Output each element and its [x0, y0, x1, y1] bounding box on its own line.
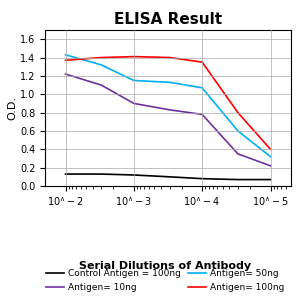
Antigen= 50ng	[132, 79, 136, 82]
Antigen= 100ng	[99, 56, 103, 59]
Antigen= 10ng	[132, 102, 136, 105]
Antigen= 10ng	[168, 108, 171, 112]
Antigen= 100ng	[269, 148, 272, 151]
Antigen= 50ng	[99, 63, 103, 67]
Line: Antigen= 10ng: Antigen= 10ng	[65, 74, 271, 166]
Antigen= 50ng	[200, 86, 204, 90]
Control Antigen = 100ng	[236, 178, 240, 181]
Antigen= 100ng	[64, 58, 67, 62]
Antigen= 50ng	[168, 80, 171, 84]
Antigen= 100ng	[132, 55, 136, 58]
Line: Control Antigen = 100ng: Control Antigen = 100ng	[65, 174, 271, 180]
Control Antigen = 100ng	[168, 175, 171, 178]
Antigen= 50ng	[236, 129, 240, 133]
Y-axis label: O.D.: O.D.	[7, 96, 17, 120]
Antigen= 100ng	[168, 56, 171, 59]
Antigen= 100ng	[200, 60, 204, 64]
Legend: Control Antigen = 100ng, Antigen= 10ng, Antigen= 50ng, Antigen= 100ng: Control Antigen = 100ng, Antigen= 10ng, …	[43, 266, 287, 296]
Control Antigen = 100ng	[99, 172, 103, 176]
Line: Antigen= 100ng: Antigen= 100ng	[65, 57, 271, 149]
Antigen= 50ng	[64, 53, 67, 57]
Antigen= 50ng	[269, 155, 272, 158]
Antigen= 10ng	[200, 112, 204, 116]
Antigen= 10ng	[236, 152, 240, 156]
Line: Antigen= 50ng: Antigen= 50ng	[65, 55, 271, 157]
Control Antigen = 100ng	[64, 172, 67, 176]
Antigen= 10ng	[269, 164, 272, 168]
Antigen= 10ng	[99, 83, 103, 87]
Title: ELISA Result: ELISA Result	[114, 12, 222, 27]
Text: Serial Dilutions of Antibody: Serial Dilutions of Antibody	[79, 261, 251, 271]
Antigen= 10ng	[64, 72, 67, 76]
Control Antigen = 100ng	[200, 177, 204, 181]
Control Antigen = 100ng	[132, 173, 136, 177]
Control Antigen = 100ng	[269, 178, 272, 181]
Antigen= 100ng	[236, 111, 240, 114]
